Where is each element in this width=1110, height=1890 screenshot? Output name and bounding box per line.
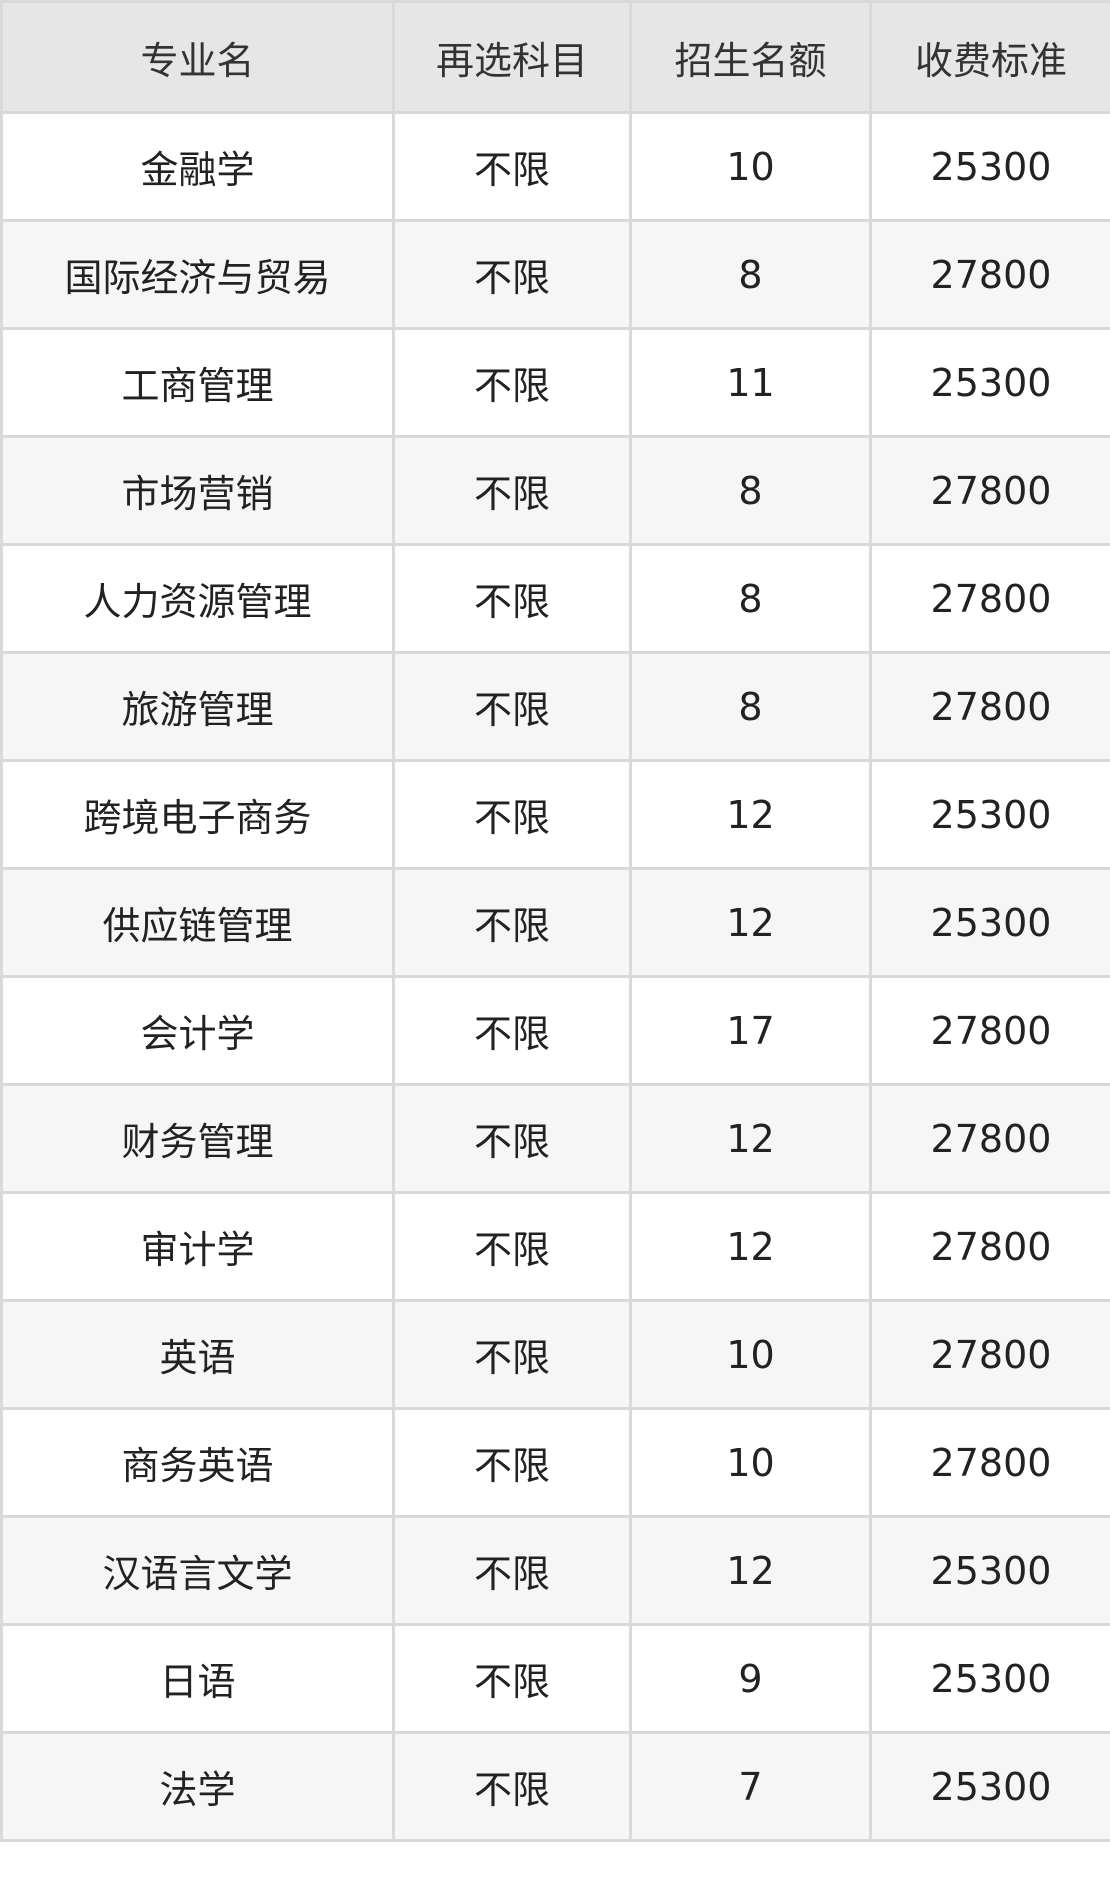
- quota-cell: 12: [629, 1191, 872, 1302]
- subjects-cell: 不限: [392, 1191, 632, 1302]
- quota-cell: 7: [629, 1731, 872, 1842]
- quota-cell: 12: [629, 1515, 872, 1626]
- major-cell: 法学: [0, 1731, 395, 1842]
- subjects-cell: 不限: [392, 1083, 632, 1194]
- quota-cell: 8: [629, 219, 872, 330]
- table-row: 日语 不限 9 25300: [0, 1623, 1110, 1734]
- major-cell: 日语: [0, 1623, 395, 1734]
- table-row: 汉语言文学 不限 12 25300: [0, 1515, 1110, 1626]
- quota-cell: 12: [629, 1083, 872, 1194]
- fee-cell: 27800: [869, 1407, 1110, 1518]
- subjects-cell: 不限: [392, 435, 632, 546]
- header-major: 专业名: [0, 0, 395, 114]
- fee-cell: 25300: [869, 1623, 1110, 1734]
- quota-cell: 10: [629, 1299, 872, 1410]
- table-row: 财务管理 不限 12 27800: [0, 1083, 1110, 1194]
- quota-cell: 17: [629, 975, 872, 1086]
- subjects-cell: 不限: [392, 1299, 632, 1410]
- fee-cell: 27800: [869, 435, 1110, 546]
- major-cell: 财务管理: [0, 1083, 395, 1194]
- fee-cell: 25300: [869, 111, 1110, 222]
- major-cell: 商务英语: [0, 1407, 395, 1518]
- table-row: 旅游管理 不限 8 27800: [0, 651, 1110, 762]
- fee-cell: 25300: [869, 1731, 1110, 1842]
- subjects-cell: 不限: [392, 327, 632, 438]
- subjects-cell: 不限: [392, 1623, 632, 1734]
- fee-cell: 25300: [869, 327, 1110, 438]
- fee-cell: 25300: [869, 759, 1110, 870]
- major-cell: 人力资源管理: [0, 543, 395, 654]
- table-row: 供应链管理 不限 12 25300: [0, 867, 1110, 978]
- table-row: 审计学 不限 12 27800: [0, 1191, 1110, 1302]
- subjects-cell: 不限: [392, 867, 632, 978]
- fee-cell: 27800: [869, 219, 1110, 330]
- fee-cell: 25300: [869, 867, 1110, 978]
- table-row: 人力资源管理 不限 8 27800: [0, 543, 1110, 654]
- fee-cell: 27800: [869, 651, 1110, 762]
- major-cell: 市场营销: [0, 435, 395, 546]
- subjects-cell: 不限: [392, 111, 632, 222]
- major-table: 专业名 再选科目 招生名额 收费标准 金融学 不限 10 25300 国际经济与贸易 不限…: [0, 0, 1110, 1842]
- fee-cell: 25300: [869, 1515, 1110, 1626]
- major-cell: 旅游管理: [0, 651, 395, 762]
- major-cell: 跨境电子商务: [0, 759, 395, 870]
- table-row: 工商管理 不限 11 25300: [0, 327, 1110, 438]
- table-row: 会计学 不限 17 27800: [0, 975, 1110, 1086]
- major-cell: 汉语言文学: [0, 1515, 395, 1626]
- table-row: 跨境电子商务 不限 12 25300: [0, 759, 1110, 870]
- subjects-cell: 不限: [392, 1407, 632, 1518]
- quota-cell: 12: [629, 759, 872, 870]
- table-row: 英语 不限 10 27800: [0, 1299, 1110, 1410]
- header-subjects: 再选科目: [392, 0, 632, 114]
- header-row: 专业名 再选科目 招生名额 收费标准: [0, 0, 1110, 114]
- quota-cell: 8: [629, 651, 872, 762]
- major-cell: 供应链管理: [0, 867, 395, 978]
- quota-cell: 8: [629, 435, 872, 546]
- major-cell: 工商管理: [0, 327, 395, 438]
- subjects-cell: 不限: [392, 975, 632, 1086]
- quota-cell: 11: [629, 327, 872, 438]
- quota-cell: 10: [629, 111, 872, 222]
- quota-cell: 9: [629, 1623, 872, 1734]
- major-cell: 国际经济与贸易: [0, 219, 395, 330]
- subjects-cell: 不限: [392, 1515, 632, 1626]
- table-row: 金融学 不限 10 25300: [0, 111, 1110, 222]
- fee-cell: 27800: [869, 975, 1110, 1086]
- table-row: 国际经济与贸易 不限 8 27800: [0, 219, 1110, 330]
- table-row: 法学 不限 7 25300: [0, 1731, 1110, 1842]
- major-cell: 金融学: [0, 111, 395, 222]
- subjects-cell: 不限: [392, 759, 632, 870]
- fee-cell: 27800: [869, 1299, 1110, 1410]
- subjects-cell: 不限: [392, 543, 632, 654]
- subjects-cell: 不限: [392, 1731, 632, 1842]
- quota-cell: 12: [629, 867, 872, 978]
- header-quota: 招生名额: [629, 0, 872, 114]
- quota-cell: 8: [629, 543, 872, 654]
- fee-cell: 27800: [869, 543, 1110, 654]
- fee-cell: 27800: [869, 1191, 1110, 1302]
- major-cell: 英语: [0, 1299, 395, 1410]
- subjects-cell: 不限: [392, 219, 632, 330]
- table-row: 市场营销 不限 8 27800: [0, 435, 1110, 546]
- major-cell: 审计学: [0, 1191, 395, 1302]
- quota-cell: 10: [629, 1407, 872, 1518]
- subjects-cell: 不限: [392, 651, 632, 762]
- table-row: 商务英语 不限 10 27800: [0, 1407, 1110, 1518]
- header-fee: 收费标准: [869, 0, 1110, 114]
- fee-cell: 27800: [869, 1083, 1110, 1194]
- major-cell: 会计学: [0, 975, 395, 1086]
